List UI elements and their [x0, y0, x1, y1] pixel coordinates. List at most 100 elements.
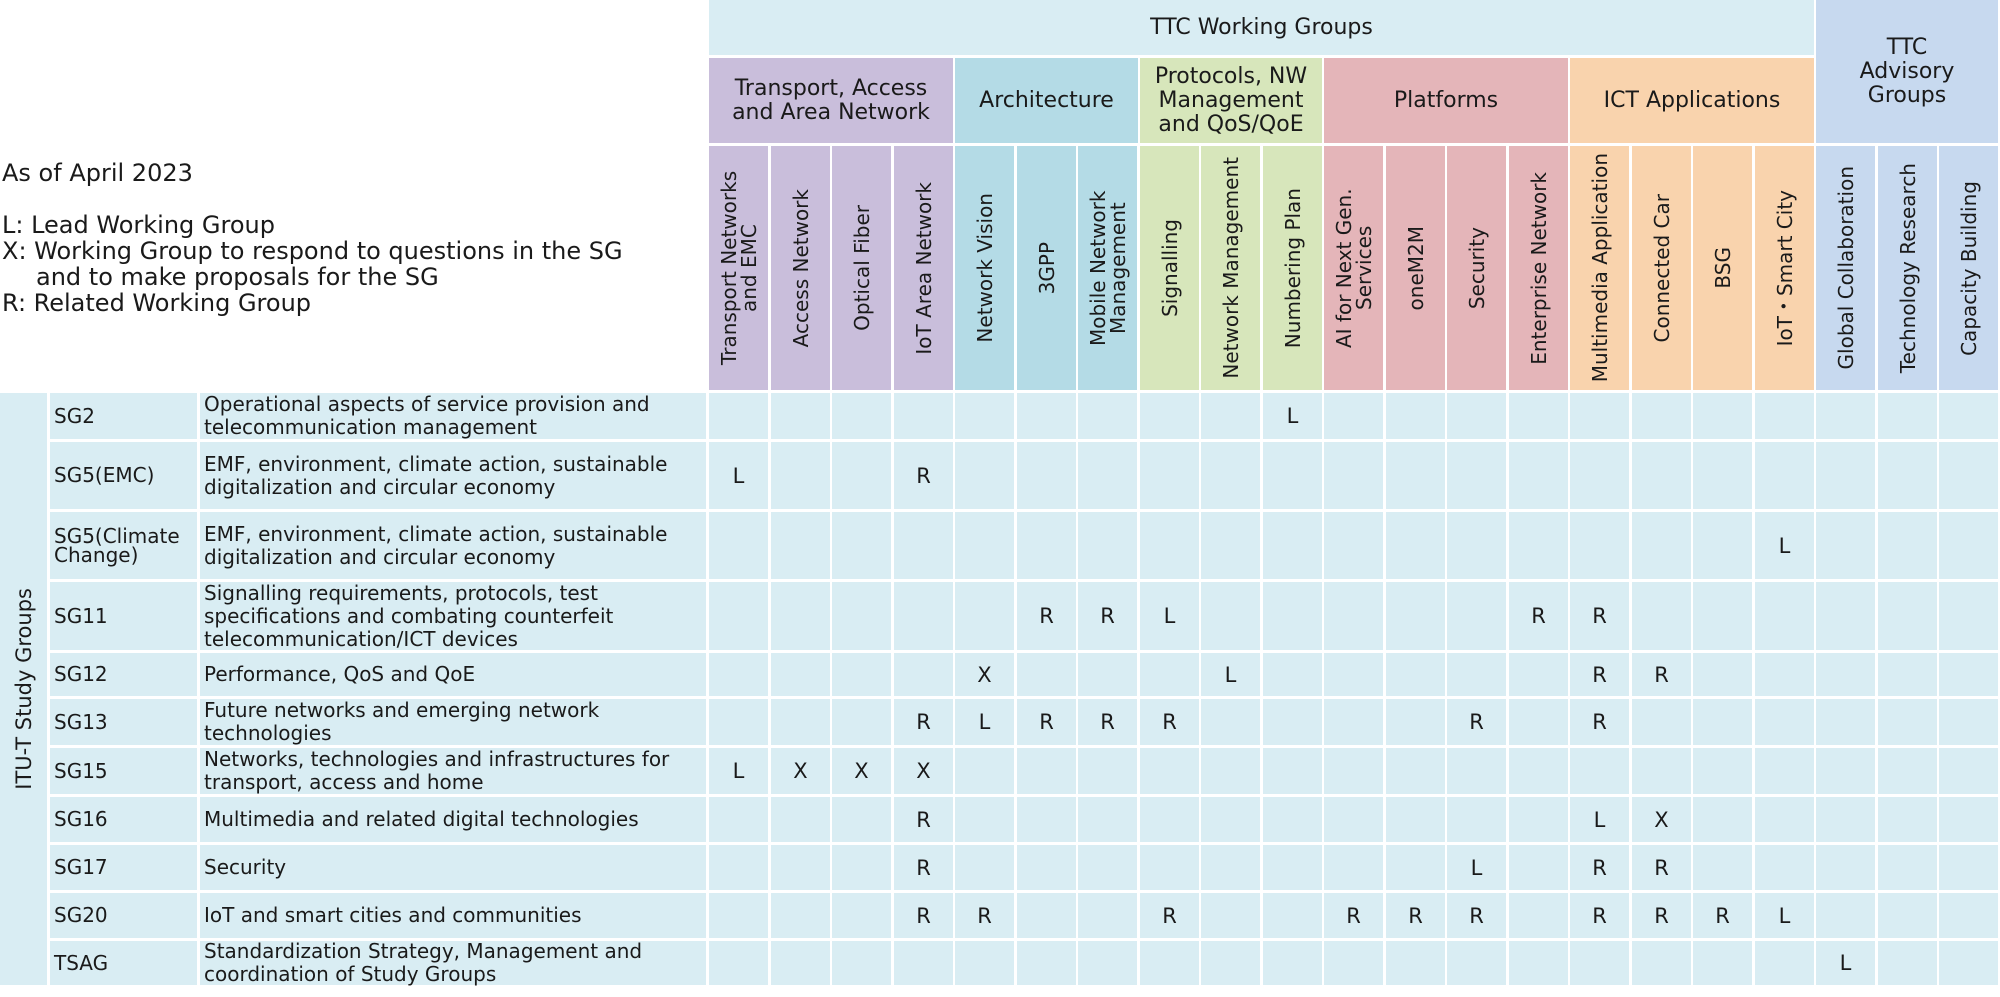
matrix-cell: [955, 393, 1014, 439]
category-header-3: Platforms: [1324, 58, 1568, 143]
sg-description: EMF, environment, climate action, sustai…: [204, 521, 668, 569]
matrix-cell: [1878, 582, 1937, 650]
matrix-cell: [1939, 845, 1998, 890]
matrix-cell: L: [1755, 512, 1814, 579]
sg-description-5: Future networks and emerging network tec…: [200, 699, 706, 745]
matrix-cell: L: [955, 699, 1014, 745]
matrix-cell: [1078, 893, 1137, 938]
matrix-mark: R: [1654, 662, 1669, 687]
matrix-mark: R: [916, 710, 931, 734]
sg-code: SG5(Climate Change): [54, 523, 180, 567]
matrix-mark: R: [1592, 903, 1607, 928]
matrix-cell: [1447, 512, 1506, 579]
matrix-cell: [1632, 748, 1691, 794]
matrix-cell: [1078, 442, 1137, 509]
matrix-cell: [1140, 797, 1199, 842]
matrix-cell: [1816, 893, 1875, 938]
matrix-cell: [832, 845, 891, 890]
sg-code: SG13: [54, 709, 108, 734]
matrix-cell: [709, 582, 768, 650]
matrix-cell: [1017, 845, 1076, 890]
column-label: oneM2M: [1403, 225, 1428, 311]
matrix-cell: [1755, 393, 1814, 439]
column-label: Mobile Network Management: [1085, 190, 1130, 346]
matrix-mark: R: [916, 903, 931, 928]
matrix-cell: [1939, 699, 1998, 745]
matrix-cell: [709, 653, 768, 696]
column-label: Signalling: [1157, 219, 1182, 317]
matrix-cell: [1755, 845, 1814, 890]
matrix-cell: [771, 582, 830, 650]
matrix-cell: [1263, 941, 1322, 985]
matrix-cell: [832, 582, 891, 650]
matrix-cell: [1816, 699, 1875, 745]
matrix-cell: [1939, 653, 1998, 696]
column-header-16: BSG: [1693, 146, 1752, 390]
matrix-cell: R: [894, 893, 953, 938]
matrix-cell: X: [771, 748, 830, 794]
matrix-cell: L: [709, 442, 768, 509]
matrix-cell: R: [1570, 845, 1629, 890]
sg-description-1: EMF, environment, climate action, sustai…: [200, 442, 706, 509]
matrix-cell: L: [709, 748, 768, 794]
matrix-cell: [894, 512, 953, 579]
sg-description: IoT and smart cities and communities: [204, 903, 582, 927]
column-label: Enterprise Network: [1526, 171, 1551, 365]
matrix-cell: R: [894, 699, 953, 745]
matrix-mark: R: [1100, 604, 1115, 628]
matrix-cell: [1263, 893, 1322, 938]
matrix-cell: [1140, 653, 1199, 696]
matrix-cell: L: [1816, 941, 1875, 985]
column-label: Transport Networks and EMC: [716, 170, 761, 366]
matrix-cell: [894, 393, 953, 439]
category-label: Platforms: [1393, 87, 1499, 113]
matrix-cell: [1693, 748, 1752, 794]
matrix-cell: [1632, 699, 1691, 745]
matrix-cell: [1570, 748, 1629, 794]
sg-description-3: Signalling requirements, protocols, test…: [200, 581, 706, 650]
matrix-cell: [771, 893, 830, 938]
sg-code: SG2: [54, 403, 95, 428]
matrix-cell: [1447, 582, 1506, 650]
matrix-cell: [1140, 941, 1199, 985]
matrix-cell: [1017, 797, 1076, 842]
matrix-cell: [894, 582, 953, 650]
matrix-cell: [1386, 582, 1445, 650]
column-header-6: Mobile Network Management: [1078, 146, 1137, 390]
matrix-cell: R: [894, 442, 953, 509]
matrix-cell: [1509, 893, 1568, 938]
matrix-cell: [1693, 797, 1752, 842]
matrix-cell: [1878, 893, 1937, 938]
column-header-5: 3GPP: [1017, 146, 1076, 390]
matrix-cell: [1263, 748, 1322, 794]
sg-description: Operational aspects of service provision…: [204, 392, 650, 439]
matrix-cell: [1816, 442, 1875, 509]
matrix-mark: L: [978, 710, 991, 734]
matrix-cell: [1017, 893, 1076, 938]
matrix-cell: [894, 653, 953, 696]
matrix-cell: [1509, 393, 1568, 439]
matrix-cell: [1078, 748, 1137, 794]
legend-lead: L: Lead Working Group: [2, 211, 275, 239]
sg-code-2: SG5(Climate Change): [50, 512, 197, 579]
matrix-mark: R: [1654, 903, 1669, 928]
matrix-cell: [771, 699, 830, 745]
matrix-mark: X: [793, 759, 808, 783]
matrix-cell: [709, 699, 768, 745]
column-label: IoT・Smart City: [1772, 189, 1797, 347]
matrix-cell: [832, 893, 891, 938]
matrix-cell: [1632, 941, 1691, 985]
column-header-2: Optical Fiber: [832, 146, 891, 390]
matrix-cell: R: [1078, 582, 1137, 650]
matrix-cell: [1447, 941, 1506, 985]
matrix-cell: [1878, 845, 1937, 890]
sg-code: SG20: [54, 903, 108, 927]
matrix-cell: [1201, 748, 1260, 794]
matrix-cell: [1140, 748, 1199, 794]
matrix-cell: R: [1140, 699, 1199, 745]
matrix-cell: [709, 797, 768, 842]
matrix-cell: [1816, 653, 1875, 696]
matrix-cell: [1201, 845, 1260, 890]
category-label: TTC Advisory Groups: [1859, 34, 1955, 108]
